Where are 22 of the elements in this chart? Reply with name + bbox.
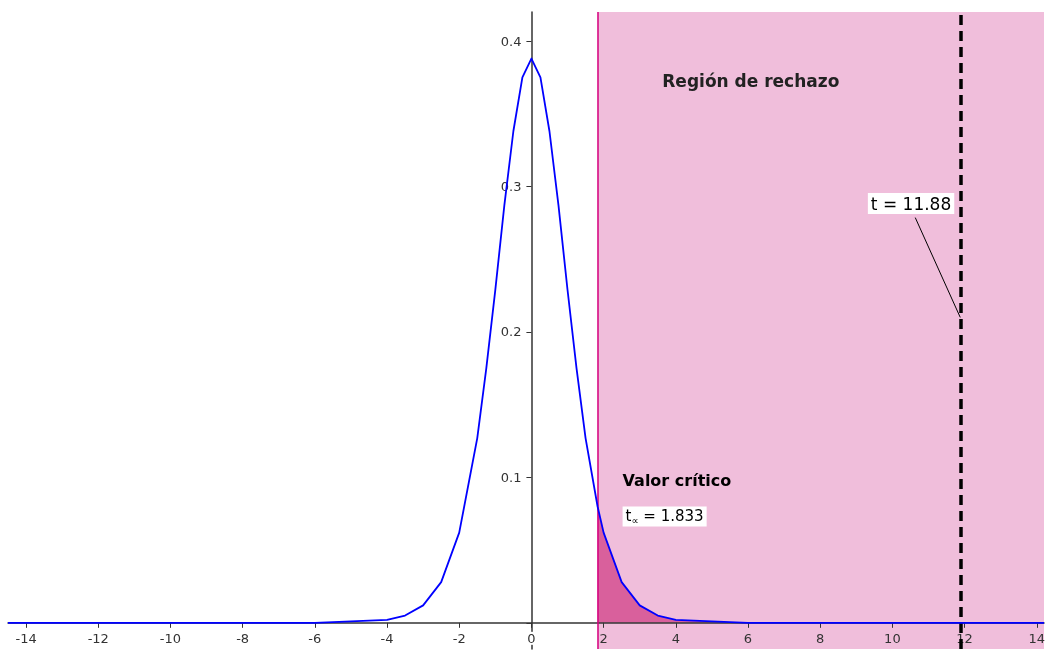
x-tick-label: 0: [527, 630, 536, 646]
ref-line-label: t = 11.88: [870, 193, 952, 214]
annotation: t∝ = 1.833: [625, 507, 704, 526]
x-tick-label: 14: [1028, 630, 1046, 646]
x-tick-label: -14: [15, 630, 37, 646]
x-tick-label: 4: [671, 630, 680, 646]
x-tick-label: -8: [236, 630, 250, 646]
y-tick-label: 0.1: [500, 469, 522, 485]
x-tick-label: -6: [308, 630, 322, 646]
x-tick-label: 8: [816, 630, 825, 646]
x-tick-label: 2: [599, 630, 608, 646]
x-tick-label: 10: [884, 630, 901, 646]
x-tick-label: 6: [743, 630, 753, 646]
y-tick-label: 0.2: [500, 324, 522, 340]
x-tick-label: -2: [452, 630, 466, 646]
ref-line-label: Valor crítico: [622, 470, 732, 490]
line-series: [7, 57, 1045, 624]
x-tick-label: -12: [87, 630, 109, 646]
band-label: Región de rechazo: [662, 70, 840, 91]
x-tick-label: -10: [159, 630, 182, 646]
x-tick-label: -4: [380, 630, 394, 646]
y-tick-label: 0.4: [500, 33, 522, 49]
